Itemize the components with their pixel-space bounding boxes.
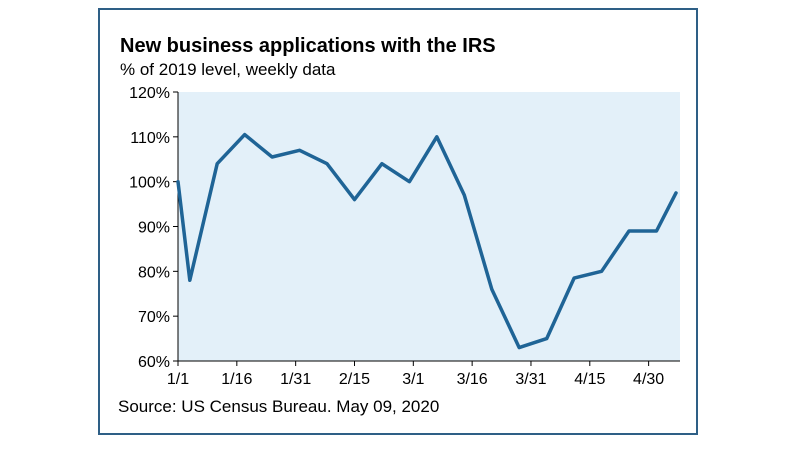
- y-tick-label: 100%: [129, 175, 170, 192]
- y-tick-label: 120%: [129, 85, 170, 102]
- y-tick-label: 60%: [138, 354, 170, 371]
- chart-title: New business applications with the IRS: [120, 35, 496, 57]
- x-tick-label: 4/15: [574, 371, 605, 388]
- y-axis-ticks: 60% 70% 80% 90% 100% 110% 120%: [129, 85, 178, 371]
- x-tick-label: 3/31: [515, 371, 546, 388]
- x-tick-label: 2/15: [339, 371, 370, 388]
- series-line: [176, 132, 678, 350]
- x-tick-label: 4/30: [633, 371, 664, 388]
- x-tick-label: 1/16: [221, 371, 252, 388]
- x-tick-label: 3/16: [457, 371, 488, 388]
- y-tick-label: 110%: [130, 130, 170, 147]
- x-tick-label: 1/31: [280, 371, 311, 388]
- chart-subtitle: % of 2019 level, weekly data: [120, 60, 336, 79]
- plot-area: [178, 92, 680, 361]
- x-axis-ticks: 1/1 1/16 1/31 2/15 3/1 3/16 3/31 4/15 4/30: [167, 361, 664, 388]
- y-tick-label: 70%: [138, 309, 170, 326]
- source-note: Source: US Census Bureau. May 09, 2020: [118, 397, 440, 416]
- y-tick-label: 80%: [138, 264, 170, 281]
- x-tick-label: 3/1: [402, 371, 424, 388]
- y-tick-label: 90%: [138, 220, 170, 237]
- x-tick-label: 1/1: [167, 371, 189, 388]
